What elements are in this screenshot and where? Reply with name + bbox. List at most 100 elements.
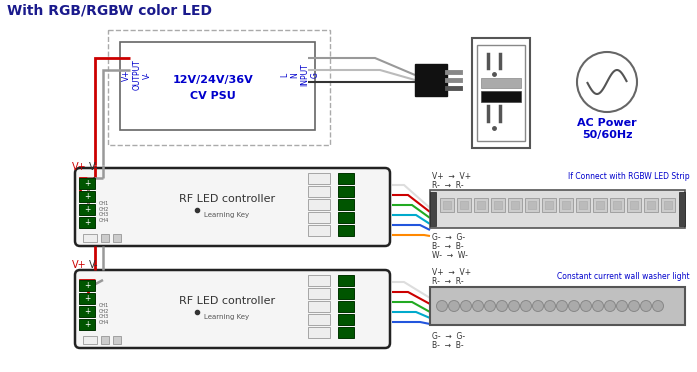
Circle shape xyxy=(509,301,519,311)
Bar xyxy=(338,327,354,338)
Text: Constant current wall washer light: Constant current wall washer light xyxy=(558,272,690,281)
Text: V-: V- xyxy=(89,162,98,172)
Bar xyxy=(593,198,607,212)
Bar xyxy=(338,212,354,223)
Text: 12V/24V/36V: 12V/24V/36V xyxy=(173,75,254,85)
Bar xyxy=(664,201,672,209)
Bar xyxy=(661,198,675,212)
Bar xyxy=(562,201,570,209)
Bar xyxy=(101,234,109,242)
Bar xyxy=(338,314,354,325)
Text: +: + xyxy=(84,294,90,303)
Bar xyxy=(338,225,354,236)
FancyBboxPatch shape xyxy=(75,168,390,246)
Text: V+: V+ xyxy=(72,260,86,270)
Bar xyxy=(559,198,573,212)
Circle shape xyxy=(592,301,604,311)
Circle shape xyxy=(461,301,471,311)
Bar xyxy=(83,234,97,242)
Text: R-  →  R-: R- → R- xyxy=(432,277,464,286)
Bar xyxy=(113,234,121,242)
Bar xyxy=(79,204,95,215)
Bar xyxy=(308,173,330,184)
Text: +: + xyxy=(84,281,90,290)
Circle shape xyxy=(577,52,637,112)
Bar xyxy=(481,78,521,88)
Bar xyxy=(545,201,553,209)
Bar xyxy=(308,301,330,312)
Bar xyxy=(613,201,621,209)
Bar xyxy=(79,217,95,228)
Bar xyxy=(308,225,330,236)
Circle shape xyxy=(641,301,652,311)
Text: Learning Key: Learning Key xyxy=(204,212,250,218)
Bar xyxy=(113,336,121,344)
Text: +: + xyxy=(84,320,90,329)
FancyBboxPatch shape xyxy=(75,270,390,348)
Text: B-  →  B-: B- → B- xyxy=(432,341,464,350)
Bar xyxy=(308,314,330,325)
Circle shape xyxy=(544,301,556,311)
Bar xyxy=(308,212,330,223)
Text: Learning Key: Learning Key xyxy=(204,314,250,320)
Bar xyxy=(644,198,658,212)
Bar xyxy=(477,45,525,141)
Bar xyxy=(430,192,436,226)
Text: 50/60Hz: 50/60Hz xyxy=(582,130,632,140)
Circle shape xyxy=(569,301,579,311)
Circle shape xyxy=(556,301,567,311)
Circle shape xyxy=(496,301,507,311)
Bar xyxy=(308,199,330,210)
Circle shape xyxy=(436,301,447,311)
Text: +: + xyxy=(84,218,90,227)
Circle shape xyxy=(629,301,640,311)
Text: L
N
INPUT
G: L N INPUT G xyxy=(280,64,320,86)
Bar xyxy=(338,301,354,312)
Bar xyxy=(647,201,655,209)
Bar xyxy=(610,198,624,212)
Text: V-: V- xyxy=(89,260,98,270)
Bar xyxy=(338,173,354,184)
Bar xyxy=(108,30,330,145)
Bar xyxy=(308,186,330,197)
Circle shape xyxy=(484,301,496,311)
Bar xyxy=(460,201,468,209)
Bar xyxy=(430,287,685,325)
Bar xyxy=(630,201,638,209)
Bar xyxy=(596,201,604,209)
Bar xyxy=(415,64,447,96)
Circle shape xyxy=(448,301,459,311)
Text: V+: V+ xyxy=(72,162,86,172)
Bar xyxy=(511,201,519,209)
Bar xyxy=(679,192,685,226)
Bar xyxy=(430,190,685,228)
Text: G-  →  G-: G- → G- xyxy=(432,233,465,242)
Bar xyxy=(308,275,330,286)
Bar xyxy=(308,327,330,338)
Bar xyxy=(338,288,354,299)
Circle shape xyxy=(533,301,544,311)
Text: AC Power: AC Power xyxy=(577,118,637,128)
Text: RF LED controller: RF LED controller xyxy=(179,296,275,306)
Circle shape xyxy=(521,301,532,311)
Bar xyxy=(457,198,471,212)
Bar xyxy=(443,201,451,209)
Text: W-  →  W-: W- → W- xyxy=(432,251,468,260)
Text: V+
OUTPUT
V-: V+ OUTPUT V- xyxy=(122,60,152,90)
Bar xyxy=(491,198,505,212)
Text: CH1
CH2
CH3
CH4: CH1 CH2 CH3 CH4 xyxy=(99,303,109,325)
Bar xyxy=(627,198,641,212)
Text: CV PSU: CV PSU xyxy=(190,91,236,101)
Bar xyxy=(83,336,97,344)
Text: RF LED controller: RF LED controller xyxy=(179,194,275,204)
Circle shape xyxy=(604,301,615,311)
Bar xyxy=(338,275,354,286)
Text: If Connect with RGBW LED Strip: If Connect with RGBW LED Strip xyxy=(568,172,690,181)
Text: B-  →  B-: B- → B- xyxy=(432,242,464,251)
Text: R-  →  R-: R- → R- xyxy=(432,181,464,190)
Text: V+  →  V+: V+ → V+ xyxy=(432,172,471,181)
Bar xyxy=(79,319,95,330)
Bar xyxy=(338,199,354,210)
Bar xyxy=(481,91,521,102)
Text: With RGB/RGBW color LED: With RGB/RGBW color LED xyxy=(7,3,212,17)
